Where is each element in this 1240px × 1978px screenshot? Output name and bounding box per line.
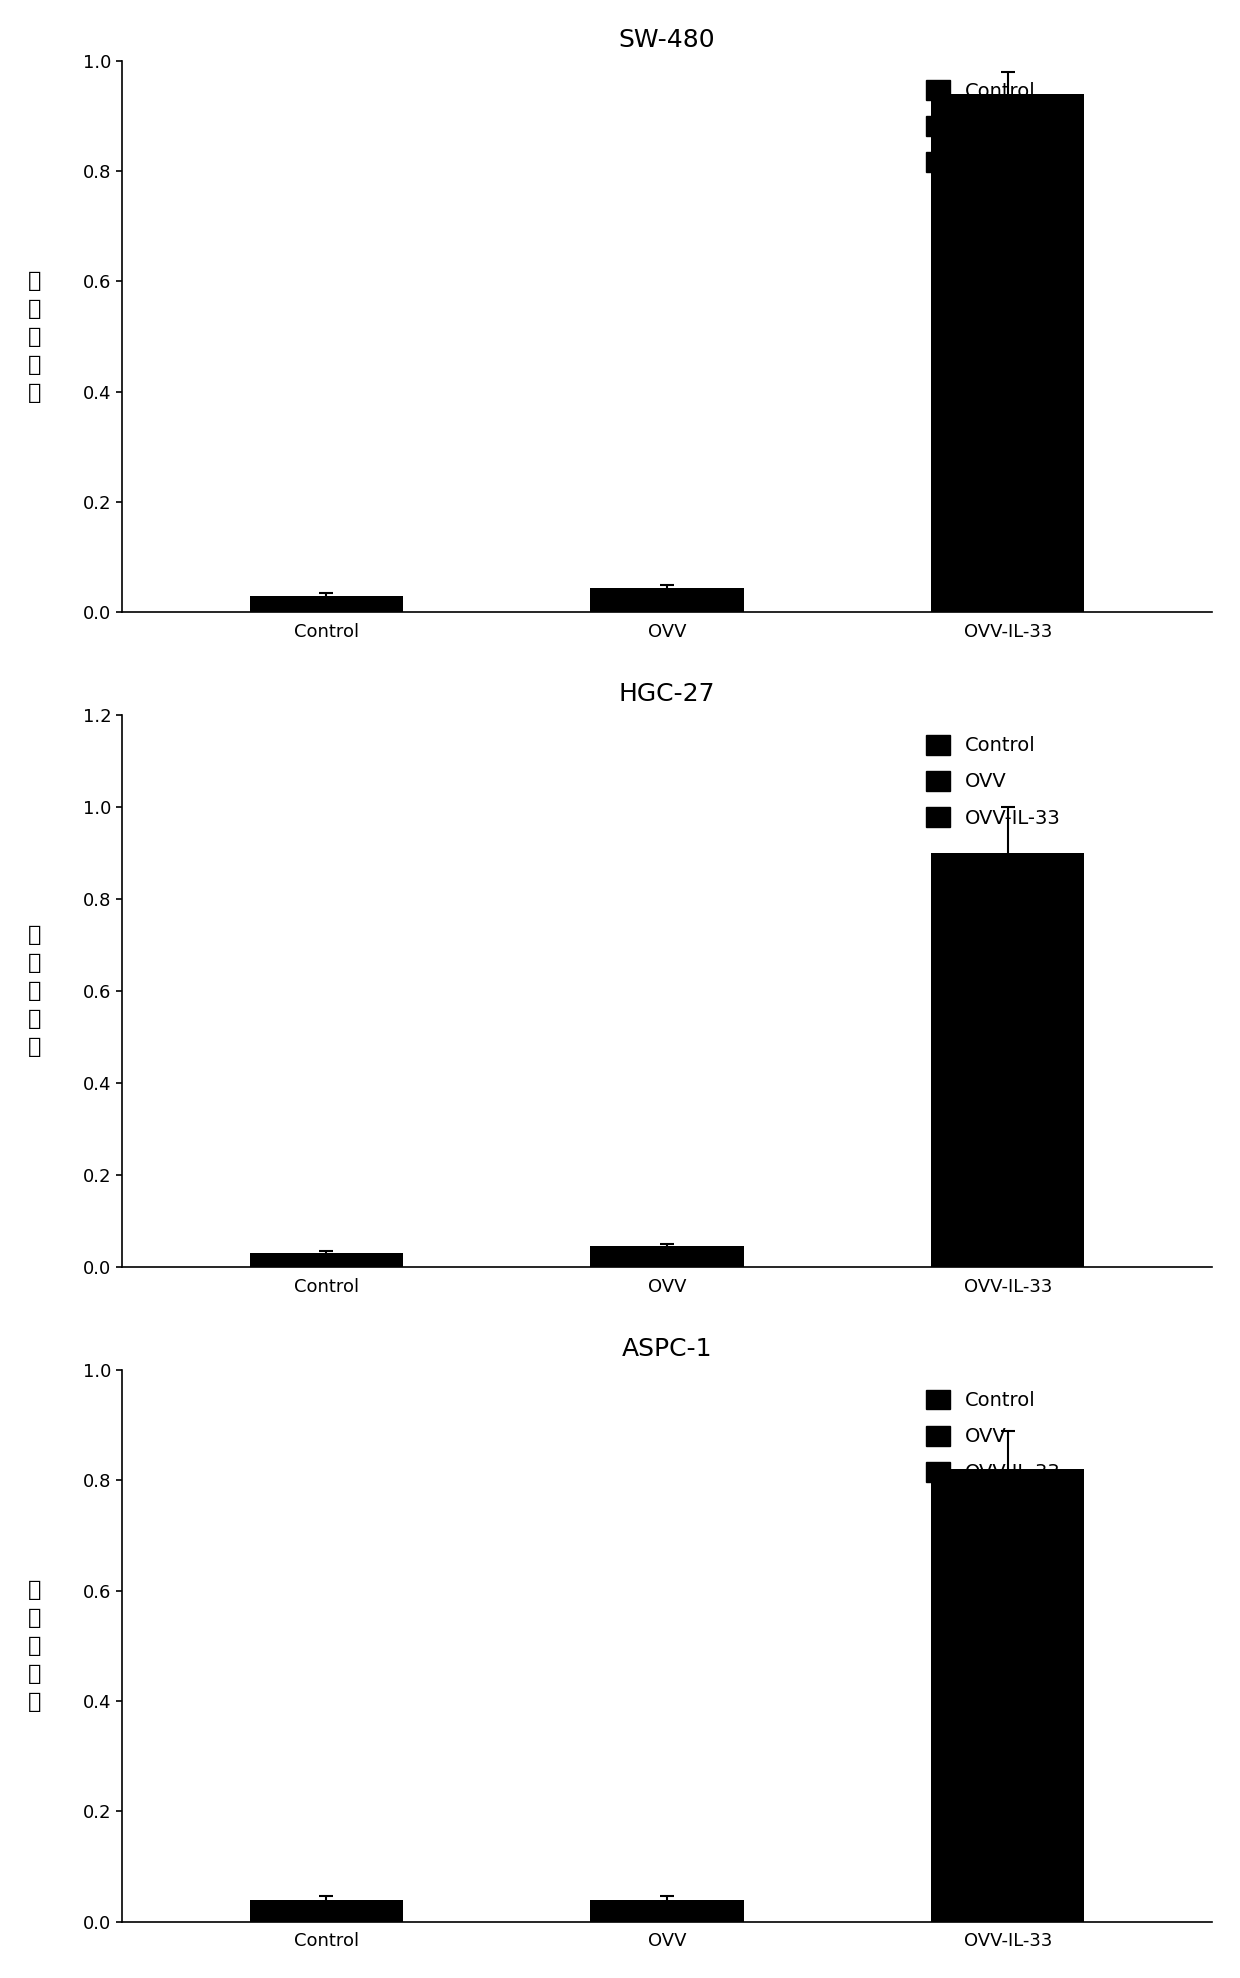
Bar xyxy=(249,1899,403,1923)
Bar xyxy=(249,595,403,613)
Y-axis label: 相
对
表
达
量: 相 对 表 达 量 xyxy=(27,926,41,1056)
Bar xyxy=(249,1254,403,1268)
Y-axis label: 相
对
表
达
量: 相 对 表 达 量 xyxy=(29,1580,41,1711)
Bar xyxy=(931,853,1085,1268)
Bar xyxy=(590,1246,744,1268)
Bar xyxy=(931,93,1085,613)
Legend: Control, OVV, OVV-IL-33: Control, OVV, OVV-IL-33 xyxy=(916,71,1070,182)
Title: SW-480: SW-480 xyxy=(619,28,715,51)
Bar xyxy=(590,1899,744,1923)
Y-axis label: 相
对
表
达
量: 相 对 表 达 量 xyxy=(29,271,41,404)
Title: HGC-27: HGC-27 xyxy=(619,682,715,706)
Bar xyxy=(590,587,744,613)
Legend: Control, OVV, OVV-IL-33: Control, OVV, OVV-IL-33 xyxy=(916,1381,1070,1491)
Bar xyxy=(931,1470,1085,1923)
Title: ASPC-1: ASPC-1 xyxy=(621,1337,712,1361)
Legend: Control, OVV, OVV-IL-33: Control, OVV, OVV-IL-33 xyxy=(916,726,1070,837)
